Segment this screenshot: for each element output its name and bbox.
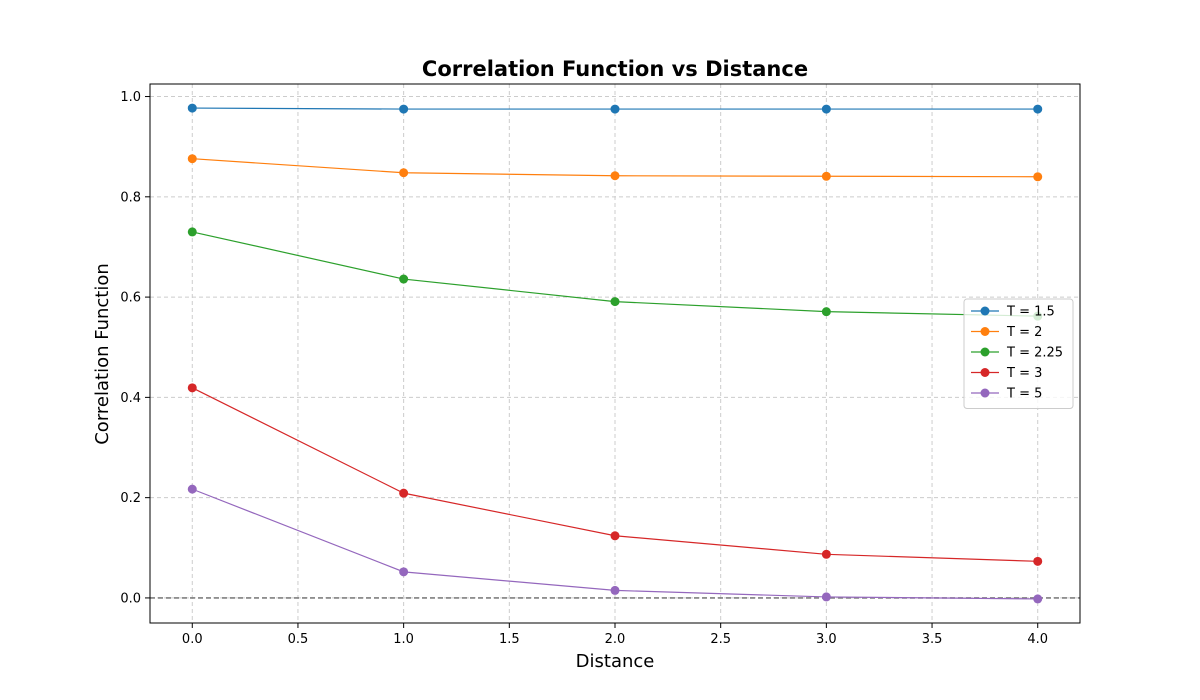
y-tick-label: 0.2	[120, 491, 141, 506]
data-point	[399, 104, 409, 114]
data-point	[1033, 104, 1043, 114]
x-tick-label: 2.0	[605, 632, 626, 647]
legend-label: T = 1.5	[1006, 305, 1055, 320]
series-1	[187, 154, 1043, 182]
data-point	[821, 171, 831, 181]
data-point	[821, 307, 831, 317]
data-point	[610, 104, 620, 114]
data-point	[610, 171, 620, 181]
data-point	[821, 592, 831, 602]
data-point	[399, 567, 409, 577]
legend-label: T = 5	[1006, 387, 1042, 402]
data-point	[187, 103, 197, 113]
data-point	[610, 531, 620, 541]
legend-item: T = 2.25	[971, 346, 1063, 361]
x-axis-ticks: 0.0 0.5 1.0 1.5 2.0 2.5 3.0 3.5 4.0	[182, 623, 1048, 647]
legend-box	[963, 298, 1074, 409]
data-point	[187, 227, 197, 237]
data-point	[821, 549, 831, 559]
data-point	[1033, 172, 1043, 182]
legend-item: T = 3	[971, 366, 1042, 381]
y-tick-label: 1.0	[120, 90, 141, 105]
data-point	[399, 488, 409, 498]
data-point	[399, 168, 409, 178]
x-tick-label: 1.5	[499, 632, 520, 647]
data-point	[399, 274, 409, 284]
x-tick-label: 3.5	[922, 632, 943, 647]
data-point	[821, 104, 831, 114]
y-axis-ticks: 0.0 0.2 0.4 0.6 0.8 1.0	[120, 90, 150, 606]
legend: T = 1.5 T = 2 T = 2.25 T = 3 T = 5	[963, 298, 1074, 409]
y-tick-label: 0.8	[120, 190, 141, 205]
legend-item: T = 1.5	[971, 305, 1055, 320]
legend-marker	[980, 306, 990, 316]
legend-label: T = 2.25	[1006, 346, 1063, 361]
x-axis-label: Distance	[576, 651, 655, 672]
legend-marker	[980, 327, 990, 336]
x-tick-label: 0.5	[288, 632, 309, 647]
data-point	[187, 154, 197, 164]
legend-label: T = 3	[1006, 366, 1042, 381]
series-3	[187, 383, 1043, 566]
data-point	[610, 297, 620, 307]
x-tick-label: 4.0	[1027, 632, 1048, 647]
data-point	[610, 585, 620, 595]
legend-item: T = 2	[971, 325, 1042, 340]
x-tick-label: 1.0	[393, 632, 414, 647]
y-tick-label: 0.6	[120, 291, 141, 306]
legend-marker	[980, 368, 990, 377]
x-tick-label: 2.5	[710, 632, 731, 647]
y-axis-label: Correlation Function	[92, 263, 113, 445]
data-point	[187, 484, 197, 494]
data-point	[1033, 556, 1043, 566]
series-0	[187, 103, 1043, 114]
data-point	[1033, 594, 1043, 604]
chart-title: Correlation Function vs Distance	[422, 57, 808, 81]
legend-label: T = 2	[1006, 325, 1042, 340]
series-4	[187, 484, 1043, 604]
legend-marker	[980, 347, 990, 357]
x-tick-label: 0.0	[182, 632, 203, 647]
y-tick-label: 0.0	[120, 591, 141, 606]
legend-marker	[980, 388, 990, 398]
x-tick-label: 3.0	[816, 632, 837, 647]
legend-item: T = 5	[971, 387, 1042, 402]
data-point	[187, 383, 197, 393]
y-tick-label: 0.4	[120, 391, 141, 406]
